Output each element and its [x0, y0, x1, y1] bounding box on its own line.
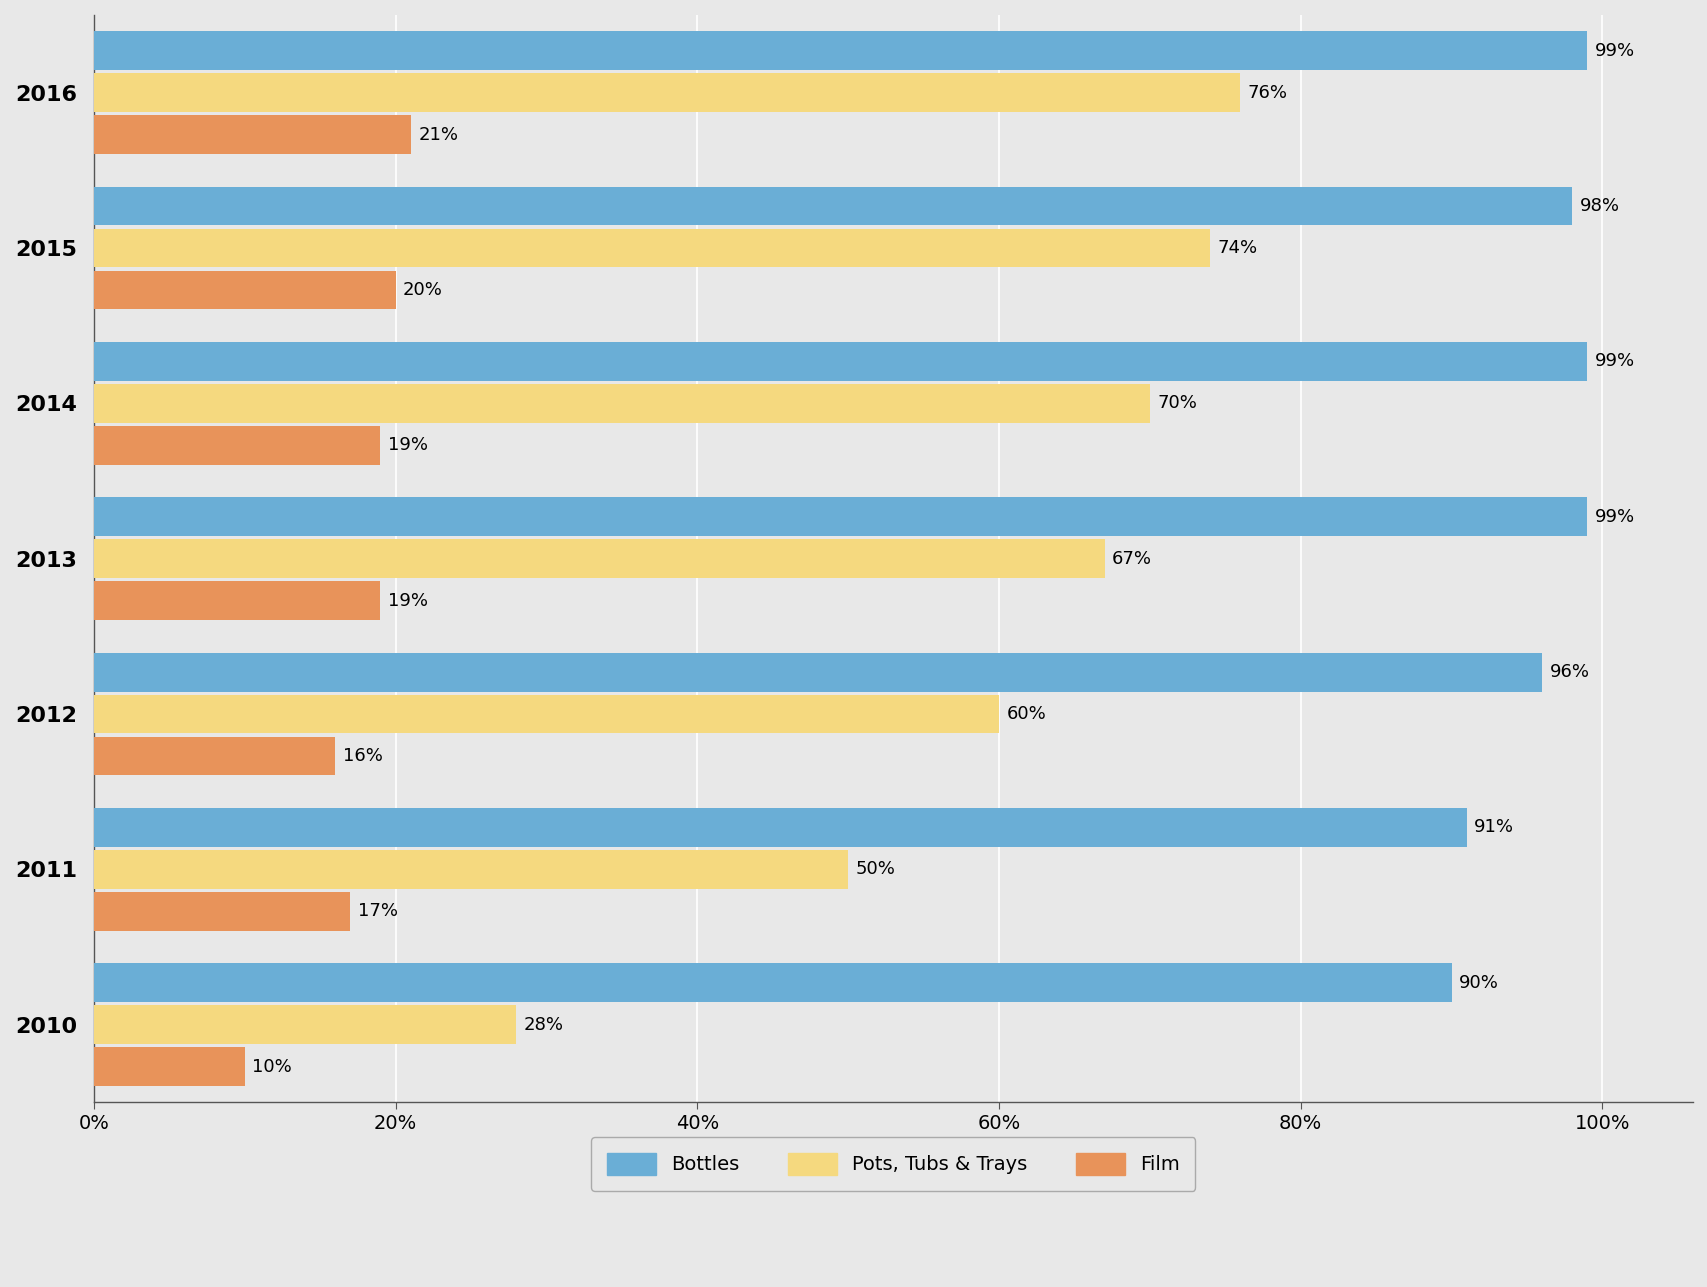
Text: 60%: 60% [1005, 705, 1046, 723]
Text: 99%: 99% [1594, 41, 1634, 59]
Text: 99%: 99% [1594, 353, 1634, 371]
Bar [94, 695, 999, 734]
Text: 98%: 98% [1579, 197, 1618, 215]
Bar [94, 31, 1586, 71]
Text: 16%: 16% [343, 746, 382, 764]
Bar [94, 384, 1149, 423]
Text: 99%: 99% [1594, 508, 1634, 526]
Bar [94, 539, 1104, 578]
Text: 96%: 96% [1548, 663, 1589, 681]
Text: 19%: 19% [387, 436, 428, 454]
Text: 74%: 74% [1217, 239, 1256, 257]
Text: 67%: 67% [1111, 550, 1152, 568]
Text: 17%: 17% [357, 902, 398, 920]
Bar [94, 229, 1210, 268]
Text: 19%: 19% [387, 592, 428, 610]
Bar [94, 1005, 516, 1044]
Bar [94, 736, 335, 776]
Bar [94, 426, 381, 465]
Text: 20%: 20% [403, 281, 442, 299]
Text: 10%: 10% [253, 1058, 292, 1076]
Bar [94, 187, 1572, 225]
Bar [94, 892, 350, 931]
Text: 28%: 28% [524, 1015, 563, 1033]
Bar [94, 1048, 244, 1086]
Legend: Bottles, Pots, Tubs & Trays, Film: Bottles, Pots, Tubs & Trays, Film [591, 1136, 1195, 1190]
Bar [94, 582, 381, 620]
Text: 50%: 50% [855, 861, 894, 879]
Bar [94, 849, 848, 889]
Bar [94, 808, 1466, 847]
Text: 91%: 91% [1473, 819, 1514, 837]
Text: 76%: 76% [1248, 84, 1287, 102]
Bar [94, 653, 1541, 691]
Text: 70%: 70% [1157, 394, 1197, 412]
Bar [94, 270, 396, 309]
Bar [94, 73, 1239, 112]
Bar [94, 964, 1451, 1003]
Text: 21%: 21% [418, 126, 457, 144]
Bar [94, 497, 1586, 537]
Bar [94, 116, 410, 154]
Bar [94, 342, 1586, 381]
Text: 90%: 90% [1458, 974, 1499, 992]
